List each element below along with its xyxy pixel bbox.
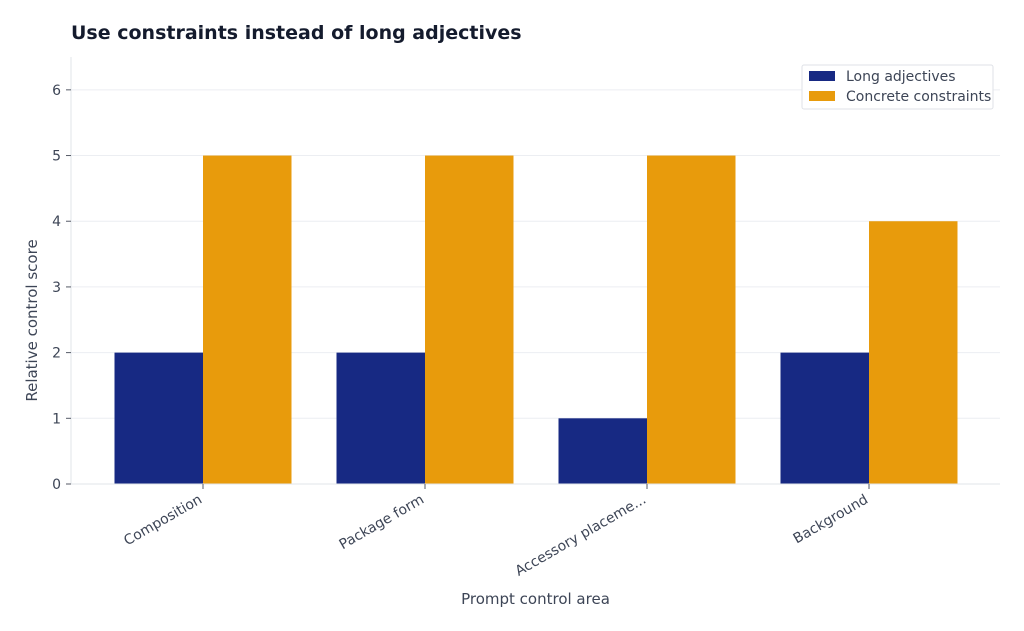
legend-swatch — [809, 71, 835, 81]
y-tick-label: 5 — [52, 149, 61, 165]
y-tick-label: 2 — [52, 346, 61, 362]
x-tick-label: Package form — [337, 492, 427, 553]
x-axis-label: Prompt control area — [461, 590, 610, 608]
y-tick-label: 1 — [52, 411, 61, 427]
legend: Long adjectives Concrete constraints — [801, 64, 994, 110]
bar-long-adjectives — [558, 418, 647, 484]
bar-long-adjectives — [114, 352, 203, 484]
bar-long-adjectives — [780, 352, 869, 484]
y-axis-label: Relative control score — [23, 239, 41, 401]
y-tick-label: 6 — [52, 83, 61, 99]
y-tick-label: 4 — [52, 214, 61, 230]
bars-layer — [114, 155, 958, 485]
axes-layer — [70, 57, 1000, 485]
x-tick-label: Composition — [121, 492, 205, 550]
x-tick-label: Accessory placeme... — [513, 492, 649, 580]
legend-box — [801, 64, 994, 110]
bar-long-adjectives — [336, 352, 425, 484]
bar-concrete-constraints — [425, 155, 514, 485]
legend-swatch — [809, 91, 835, 101]
x-tick-label: Background — [791, 492, 871, 548]
chart-title: Use constraints instead of long adjectiv… — [71, 22, 522, 44]
legend-label: Long adjectives — [846, 69, 956, 85]
bar-concrete-constraints — [869, 221, 958, 484]
y-tick-label: 3 — [52, 280, 61, 296]
bar-concrete-constraints — [647, 155, 736, 485]
legend-label: Concrete constraints — [846, 89, 991, 105]
y-tick-label: 0 — [52, 477, 61, 493]
bar-concrete-constraints — [203, 155, 292, 485]
